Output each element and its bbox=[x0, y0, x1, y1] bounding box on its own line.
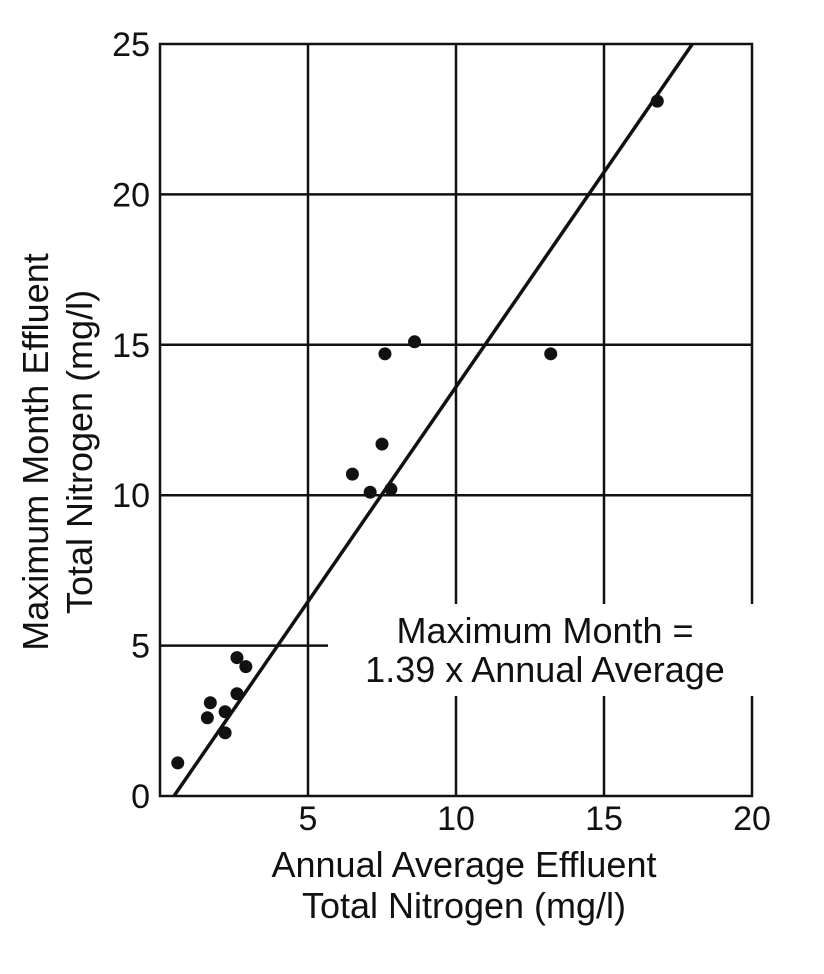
annotation-line-2: 1.39 x Annual Average bbox=[365, 649, 725, 690]
regression-line bbox=[172, 43, 694, 797]
data-point bbox=[230, 651, 244, 665]
y-tick-label: 25 bbox=[112, 26, 150, 64]
x-axis-label-line-1: Annual Average Effluent bbox=[272, 844, 657, 885]
x-tick-label: 5 bbox=[299, 800, 318, 838]
data-point bbox=[239, 660, 253, 674]
y-tick-label: 5 bbox=[131, 628, 150, 666]
data-points bbox=[171, 94, 664, 770]
y-tick-label: 20 bbox=[112, 176, 150, 214]
data-point bbox=[203, 696, 217, 710]
y-tick-label: 10 bbox=[112, 477, 150, 515]
y-axis-label-line-1: Maximum Month Effluent bbox=[15, 253, 56, 651]
data-point bbox=[345, 467, 359, 481]
y-tick-label: 0 bbox=[131, 778, 150, 816]
data-point bbox=[375, 437, 389, 451]
x-tick-label: 20 bbox=[733, 800, 771, 838]
data-point bbox=[171, 756, 185, 770]
y-axis-label-line-2: Total Nitrogen (mg/l) bbox=[59, 290, 100, 614]
data-point bbox=[378, 347, 392, 361]
data-point bbox=[363, 485, 377, 499]
plot-frame bbox=[158, 42, 754, 798]
x-tick-label: 10 bbox=[437, 800, 475, 838]
data-point bbox=[408, 335, 422, 349]
data-point bbox=[200, 711, 214, 725]
y-tick-label: 15 bbox=[112, 327, 150, 365]
x-axis-label-line-2: Total Nitrogen (mg/l) bbox=[302, 885, 626, 926]
annotation-backdrop bbox=[328, 604, 758, 696]
tick-labels: 5 10 15 20 0 5 10 15 20 25 bbox=[112, 26, 771, 838]
x-tick-label: 15 bbox=[585, 800, 623, 838]
annotation-line-1: Maximum Month = bbox=[396, 610, 693, 651]
data-point bbox=[544, 347, 558, 361]
